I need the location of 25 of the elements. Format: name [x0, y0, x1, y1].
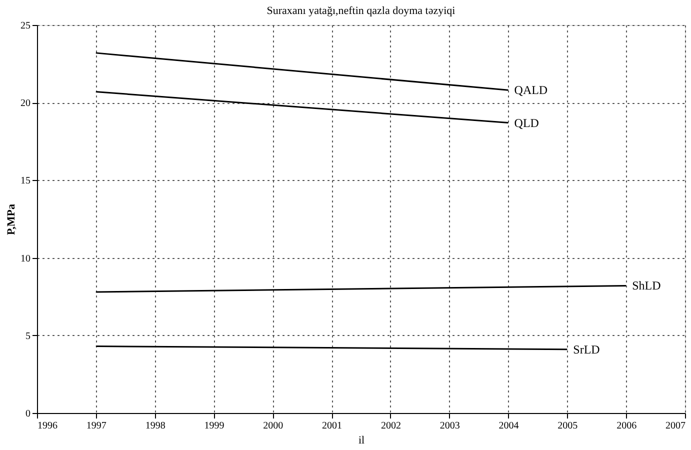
x-axis-title: il — [358, 434, 365, 446]
y-tick-label: 25 — [20, 20, 30, 32]
y-tick-label: 0 — [26, 408, 30, 420]
series-label: SrLD — [573, 342, 600, 356]
x-tick-label: 2007 — [666, 420, 686, 432]
x-tick-label: 1999 — [204, 420, 224, 432]
x-tick-label: 1996 — [38, 420, 58, 432]
series-label: QLD — [514, 116, 540, 130]
x-tick-label: 2000 — [263, 420, 284, 432]
x-tick-label: 1997 — [86, 420, 106, 432]
y-tick-label: 10 — [20, 253, 30, 264]
x-tick-label: 2006 — [616, 420, 637, 432]
series-label: QALD — [514, 83, 548, 98]
x-tick-label: 2001 — [322, 420, 342, 432]
y-tick-label: 5 — [26, 330, 30, 342]
series-label: ShLD — [632, 278, 662, 293]
y-axis-title: P,MPa — [6, 203, 18, 236]
x-tick-label: 1998 — [145, 420, 166, 432]
x-tick-label: 2005 — [558, 420, 578, 432]
y-tick-label: 15 — [20, 176, 30, 187]
chart-title: Suraxanı yatağı,neftin qazla doyma təzyiqi — [266, 5, 456, 17]
x-tick-label: 2002 — [380, 420, 401, 432]
y-tick-label: 20 — [20, 98, 30, 110]
x-tick-label: 2003 — [440, 420, 460, 432]
x-tick-label: 2004 — [498, 420, 519, 432]
